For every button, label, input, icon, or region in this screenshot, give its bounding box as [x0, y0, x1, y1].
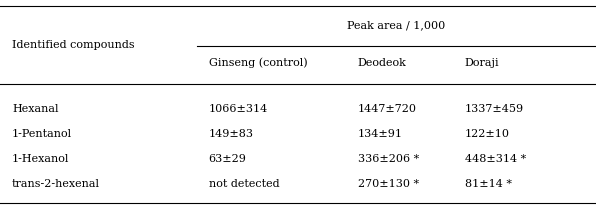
- Text: Identified compounds: Identified compounds: [12, 40, 135, 50]
- Text: 1337±459: 1337±459: [465, 104, 524, 114]
- Text: Deodeok: Deodeok: [358, 58, 406, 68]
- Text: 149±83: 149±83: [209, 129, 254, 139]
- Text: 63±29: 63±29: [209, 154, 247, 164]
- Text: 336±206 *: 336±206 *: [358, 154, 419, 164]
- Text: Peak area / 1,000: Peak area / 1,000: [347, 20, 445, 30]
- Text: Doraji: Doraji: [465, 58, 499, 68]
- Text: Hexanal: Hexanal: [12, 104, 58, 114]
- Text: 448±314 *: 448±314 *: [465, 154, 526, 164]
- Text: 1-Pentanol: 1-Pentanol: [12, 129, 72, 139]
- Text: 270±130 *: 270±130 *: [358, 179, 419, 189]
- Text: not detected: not detected: [209, 179, 279, 189]
- Text: 81±14 *: 81±14 *: [465, 179, 512, 189]
- Text: trans-2-hexenal: trans-2-hexenal: [12, 179, 100, 189]
- Text: Ginseng (control): Ginseng (control): [209, 57, 307, 68]
- Text: 134±91: 134±91: [358, 129, 403, 139]
- Text: 1066±314: 1066±314: [209, 104, 268, 114]
- Text: 1-Hexanol: 1-Hexanol: [12, 154, 69, 164]
- Text: 122±10: 122±10: [465, 129, 510, 139]
- Text: 1447±720: 1447±720: [358, 104, 417, 114]
